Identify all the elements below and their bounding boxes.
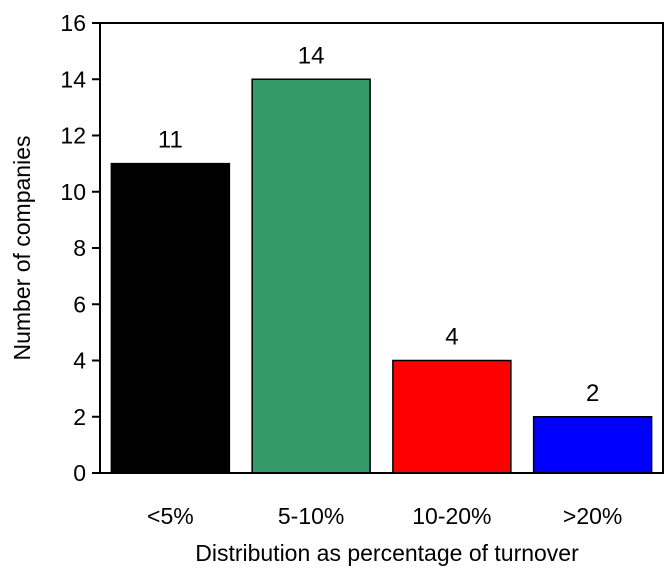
data-labels: 11 14 4 2 <box>158 42 599 407</box>
y-tick-label: 4 <box>73 348 86 374</box>
y-tick-label: 10 <box>60 179 86 205</box>
bar-1 <box>251 78 371 474</box>
y-tick-label: 0 <box>73 460 86 486</box>
bars <box>110 78 653 474</box>
x-tick-label-2: 10-20% <box>412 503 491 529</box>
y-tick-label: 2 <box>73 404 86 430</box>
bar-2 <box>392 359 512 474</box>
y-axis-ticks: 0 2 4 6 8 10 12 14 16 <box>60 10 100 486</box>
x-axis-title: Distribution as percentage of turnover <box>195 540 579 566</box>
data-label-3: 2 <box>586 380 599 407</box>
y-tick-label: 12 <box>60 123 86 149</box>
y-tick-label: 16 <box>60 10 86 36</box>
data-label-0: 11 <box>158 127 183 154</box>
bar-3 <box>532 416 653 474</box>
x-axis-ticks: <5% 5-10% 10-20% >20% <box>147 503 622 529</box>
x-tick-label-3: >20% <box>563 503 622 529</box>
data-label-2: 4 <box>445 324 458 351</box>
y-tick-label: 14 <box>60 66 86 92</box>
y-axis-title: Number of companies <box>9 136 35 361</box>
plot-area-frame <box>99 22 664 474</box>
data-label-1: 14 <box>298 42 325 69</box>
bar-0 <box>110 162 231 474</box>
x-tick-label-1: 5-10% <box>278 503 344 529</box>
y-tick-label: 8 <box>73 235 86 261</box>
y-tick-label: 6 <box>73 291 86 317</box>
x-tick-label-0: <5% <box>147 503 194 529</box>
